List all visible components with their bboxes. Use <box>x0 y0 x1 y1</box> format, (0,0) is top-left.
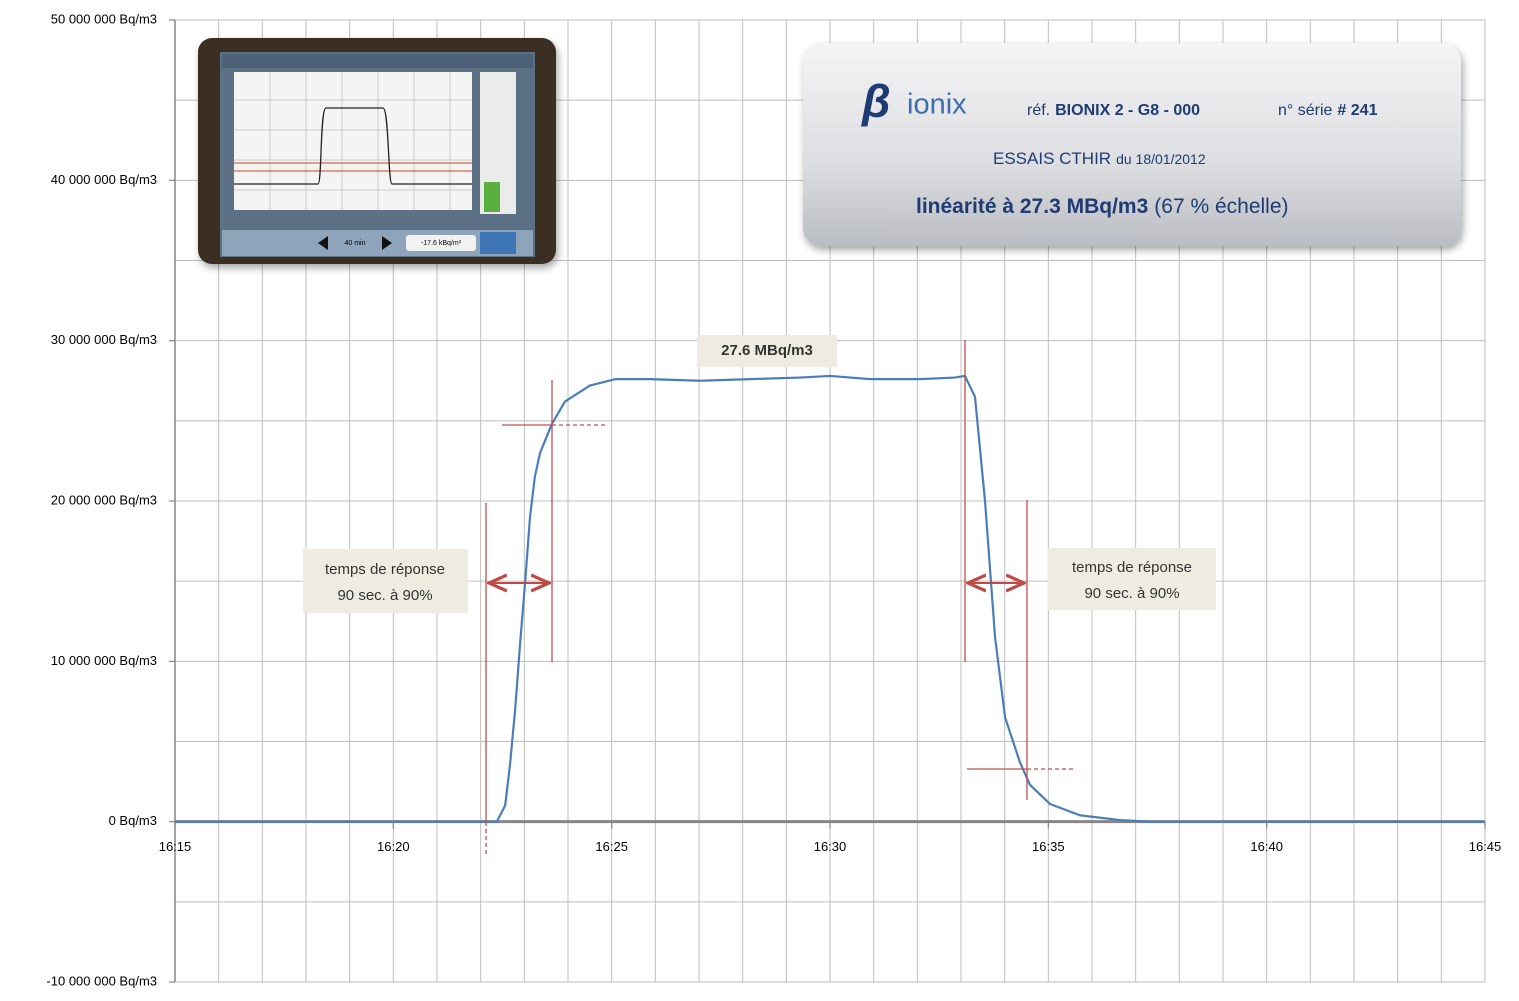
y-tick-label: 10 000 000 Bq/m3 <box>51 653 157 668</box>
x-tick-label: 16:25 <box>595 839 628 854</box>
x-tick-label: 16:30 <box>814 839 847 854</box>
device-toolbar <box>222 54 533 68</box>
x-tick-label: 16:35 <box>1032 839 1065 854</box>
annotation: 27.6 MBq/m3 <box>697 335 837 367</box>
y-tick-label: 50 000 000 Bq/m3 <box>51 11 157 26</box>
serial-label: n° série <box>1278 102 1333 119</box>
x-tick-label: 16:20 <box>377 839 410 854</box>
y-tick-label: -10 000 000 Bq/m3 <box>46 973 157 988</box>
device-photo: 40 min -17.6 kBq/m³ <box>198 38 556 264</box>
device-bar-level <box>484 182 500 212</box>
y-tick-label: 30 000 000 Bq/m3 <box>51 332 157 347</box>
x-tick-label: 16:40 <box>1250 839 1283 854</box>
y-tick-label: 40 000 000 Bq/m3 <box>51 172 157 187</box>
chart: -10 000 000 Bq/m3 0 Bq/m3 10 000 000 Bq/m3… <box>0 0 1519 1001</box>
device-reading: -17.6 kBq/m³ <box>421 240 462 247</box>
response-guides <box>486 340 1073 856</box>
device-span: 40 min <box>344 240 365 247</box>
linearity: linéarité à 27.3 MBq/m3 <box>916 195 1148 218</box>
linearity-line: linéarité à 27.3 MBq/m3 (67 % échelle) <box>916 195 1289 218</box>
annotation: temps de réponse 90 sec. à 90% <box>303 549 468 613</box>
y-tick-label: 0 Bq/m3 <box>109 813 157 828</box>
scale: (67 % échelle) <box>1154 195 1288 218</box>
test-name: ESSAIS CTHIR <box>993 149 1111 168</box>
annotation-text: 27.6 MBq/m3 <box>721 342 813 359</box>
annotation-text: temps de réponse <box>325 561 445 578</box>
test-date: du 18/01/2012 <box>1116 151 1206 167</box>
serial-value: # 241 <box>1337 102 1377 119</box>
logo-symbol: β <box>861 75 891 127</box>
info-box: β ionix réf. BIONIX 2 - G8 - 000 n° série… <box>803 43 1461 246</box>
test-line: ESSAIS CTHIR du 18/01/2012 <box>993 149 1206 168</box>
ref-value: BIONIX 2 - G8 - 000 <box>1055 102 1200 119</box>
annotation: temps de réponse 90 sec. à 90% <box>1048 548 1216 610</box>
annotation-text: temps de réponse <box>1072 559 1192 576</box>
annotation-text: 90 sec. à 90% <box>337 587 432 604</box>
x-tick-label: 16:15 <box>159 839 192 854</box>
device-button <box>480 232 516 254</box>
annotation-text: 90 sec. à 90% <box>1084 585 1179 602</box>
logo-text: ionix <box>907 89 967 121</box>
y-tick-label: 20 000 000 Bq/m3 <box>51 492 157 507</box>
ref-label: réf. <box>1027 102 1050 119</box>
x-tick-label: 16:45 <box>1469 839 1502 854</box>
serial-line: n° série# 241 <box>1278 102 1378 119</box>
